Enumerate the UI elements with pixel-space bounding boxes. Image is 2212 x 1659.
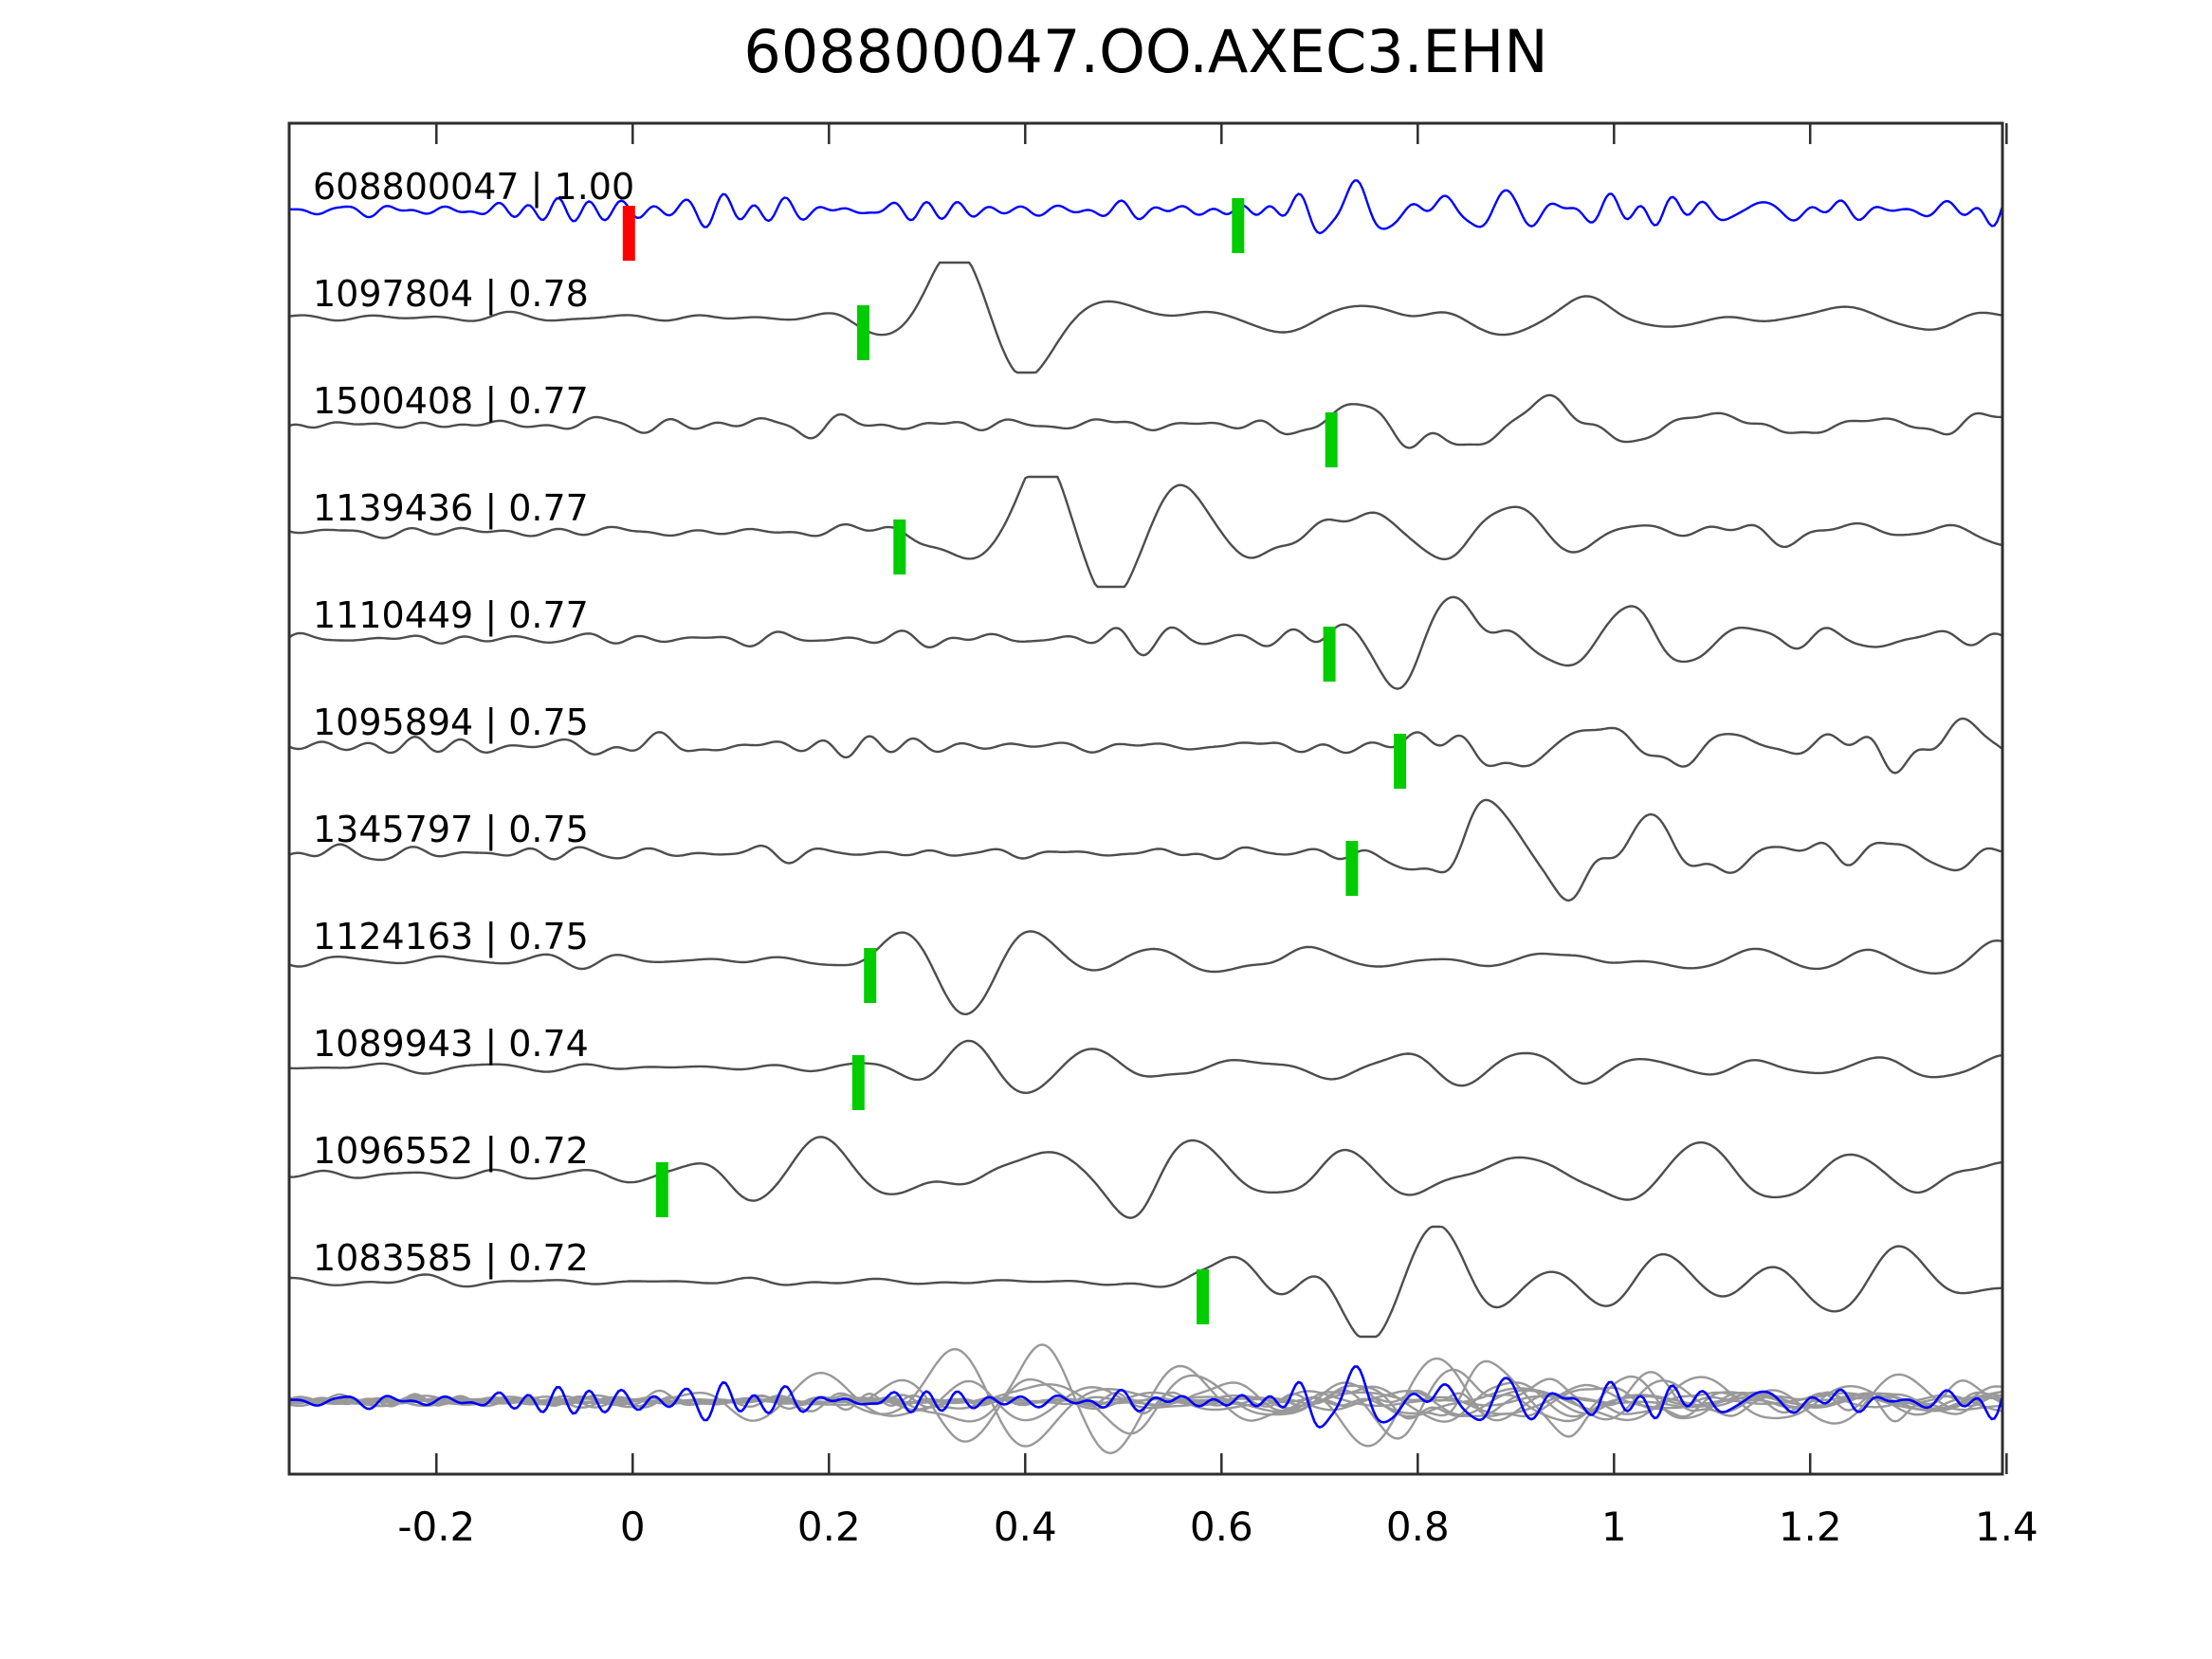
trace-label-1124163: 1124163 | 0.75: [313, 916, 589, 958]
pick-marker-1095894: [1394, 734, 1407, 789]
trace-label-1097804: 1097804 | 0.78: [313, 273, 589, 316]
overlay-curve-1083585: [289, 1357, 2003, 1448]
pick-marker-1124163: [864, 948, 877, 1003]
trace-label-1096552: 1096552 | 0.72: [313, 1130, 589, 1173]
trace-curve-1096552: [289, 1136, 2003, 1219]
pick-marker-1097804: [857, 305, 869, 360]
pick-marker-608800047: [1232, 198, 1245, 253]
overlay-curve-1096552: [289, 1371, 2003, 1435]
trace-label-1083585: 1083585 | 0.72: [313, 1237, 589, 1280]
trace-curve-1095894: [288, 717, 2003, 775]
overlay-curve-608800047: [288, 1365, 2004, 1429]
trace-curve-1124163: [288, 930, 2003, 1016]
trace-curve-1097804: [288, 261, 2003, 374]
pick-marker-1110449: [1323, 627, 1336, 682]
trace-label-1500408: 1500408 | 0.77: [313, 380, 589, 423]
x-tick-label: 0: [620, 1504, 646, 1550]
x-tick-label: 1.2: [1779, 1504, 1842, 1550]
x-tick-label: -0.2: [397, 1504, 475, 1550]
x-tick-label: 0.6: [1190, 1504, 1253, 1550]
trace-curve-608800047: [288, 179, 2004, 235]
x-tick-label: 1: [1601, 1504, 1627, 1550]
trace-curve-1089943: [288, 1039, 2003, 1095]
x-tick-label: 0.4: [994, 1504, 1057, 1550]
trace-label-608800047: 608800047 | 1.00: [313, 166, 634, 209]
chart-title: 608800047.OO.AXEC3.EHN: [743, 17, 1548, 86]
trace-curve-1500408: [288, 393, 2002, 449]
pick-marker-1139436: [893, 520, 906, 574]
trace-label-1095894: 1095894 | 0.75: [313, 702, 589, 744]
pick-marker-1345797: [1345, 841, 1359, 896]
trace-label-1110449: 1110449 | 0.77: [313, 594, 589, 637]
axes-box: [287, 121, 2004, 1476]
trace-label-1089943: 1089943 | 0.74: [313, 1023, 589, 1066]
pick-marker-1089943: [851, 1055, 865, 1110]
trace-curve-1110449: [288, 595, 2003, 690]
x-tick-label: 1.4: [1975, 1504, 2038, 1550]
pick-marker-1500408: [1325, 412, 1338, 467]
pick-marker-1083585: [1197, 1269, 1210, 1324]
trace-curve-1083585: [289, 1225, 2003, 1339]
trace-label-1139436: 1139436 | 0.77: [313, 487, 589, 530]
overlay-curve-1124163: [288, 1377, 2003, 1443]
x-tick-label: 0.8: [1386, 1504, 1450, 1550]
pick-marker-1096552: [655, 1162, 668, 1217]
trace-curve-1345797: [288, 798, 2003, 902]
trace-curve-1139436: [288, 475, 2003, 589]
x-tick-label: 0.2: [797, 1504, 861, 1550]
origin-marker-608800047: [622, 206, 635, 261]
trace-label-1345797: 1345797 | 0.75: [313, 809, 589, 851]
